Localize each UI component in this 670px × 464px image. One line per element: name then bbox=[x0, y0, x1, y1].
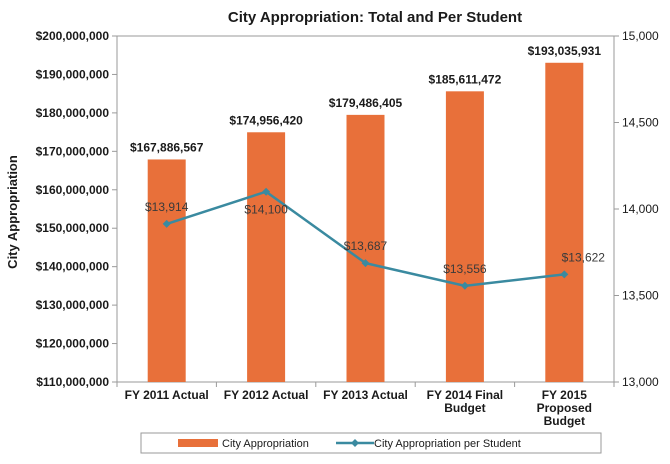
left-axis-tick-label: $180,000,000 bbox=[36, 106, 110, 120]
left-axis: $110,000,000 $120,000,000 $130,000,000 $140… bbox=[36, 29, 117, 389]
right-axis-tick-label: 15,000 bbox=[622, 29, 659, 43]
line-point-marker bbox=[262, 187, 271, 196]
left-axis-tick-label: $120,000,000 bbox=[36, 337, 110, 351]
left-axis-tick-label: $130,000,000 bbox=[36, 298, 110, 312]
legend-swatch-appropriation bbox=[178, 439, 218, 447]
category-label: FY 2015 bbox=[542, 388, 587, 402]
line-point-marker bbox=[560, 270, 569, 279]
bar-series bbox=[147, 62, 584, 383]
bar-data-label: $185,611,472 bbox=[429, 72, 502, 86]
bar-data-label: $167,886,567 bbox=[130, 140, 204, 154]
line-series bbox=[162, 187, 569, 290]
line-point-marker bbox=[460, 281, 469, 290]
right-axis-tick-label: 14,500 bbox=[622, 116, 659, 130]
bar bbox=[247, 132, 286, 382]
left-axis-tick-label: $140,000,000 bbox=[36, 260, 110, 274]
line-data-label: $13,687 bbox=[344, 239, 388, 253]
left-axis-tick-label: $110,000,000 bbox=[36, 375, 109, 389]
category-label: Budget bbox=[544, 414, 585, 428]
line-point-marker bbox=[162, 219, 171, 228]
chart-title: City Appropriation: Total and Per Studen… bbox=[228, 9, 522, 26]
left-axis-tick-label: $170,000,000 bbox=[36, 144, 110, 158]
right-axis-tick-label: 14,000 bbox=[622, 202, 659, 216]
bar bbox=[545, 62, 584, 382]
bar bbox=[346, 114, 385, 382]
bar-data-label: $193,035,931 bbox=[528, 44, 602, 58]
left-axis-tick-label: $150,000,000 bbox=[36, 221, 110, 235]
right-axis-tick-label: 13,500 bbox=[622, 289, 659, 303]
category-label: Budget bbox=[444, 401, 485, 415]
left-axis-tick-label: $200,000,000 bbox=[36, 29, 110, 43]
bar-data-labels: $167,886,567 $174,956,420 $179,486,405 $185… bbox=[130, 44, 601, 155]
legend-label-appropriation: City Appropriation bbox=[222, 438, 309, 450]
line-data-label: $13,556 bbox=[443, 262, 487, 276]
line-data-label: $13,914 bbox=[145, 200, 189, 214]
left-axis-tick-label: $160,000,000 bbox=[36, 183, 110, 197]
right-axis: 13,000 13,500 14,000 14,500 15,000 bbox=[614, 29, 659, 389]
legend-marker-per-student bbox=[351, 439, 359, 447]
y-axis-label: City Appropriation bbox=[5, 155, 20, 269]
legend: City Appropriation City Appropriation pe… bbox=[140, 432, 602, 454]
legend-label-per-student: City Appropriation per Student bbox=[374, 438, 521, 450]
bar-data-label: $179,486,405 bbox=[329, 96, 403, 110]
category-label: FY 2011 Actual bbox=[125, 388, 209, 402]
left-axis-tick-label: $190,000,000 bbox=[36, 67, 110, 81]
category-axis: FY 2011 Actual FY 2012 Actual FY 2013 Actu… bbox=[116, 382, 615, 428]
line-data-labels: $13,914 $14,100 $13,687 $13,556 $13,622 bbox=[145, 200, 605, 276]
category-label: FY 2014 Final bbox=[427, 388, 503, 402]
bar bbox=[147, 159, 186, 382]
right-axis-tick-label: 13,000 bbox=[622, 375, 659, 389]
line-data-label: $14,100 bbox=[244, 203, 288, 217]
category-label: FY 2013 Actual bbox=[323, 388, 408, 402]
category-label: Proposed bbox=[537, 401, 592, 415]
bar bbox=[445, 91, 484, 383]
category-label: FY 2012 Actual bbox=[224, 388, 309, 402]
line-data-label: $13,622 bbox=[562, 250, 606, 264]
bar-data-label: $174,956,420 bbox=[229, 113, 303, 127]
line-point-marker bbox=[361, 259, 370, 268]
